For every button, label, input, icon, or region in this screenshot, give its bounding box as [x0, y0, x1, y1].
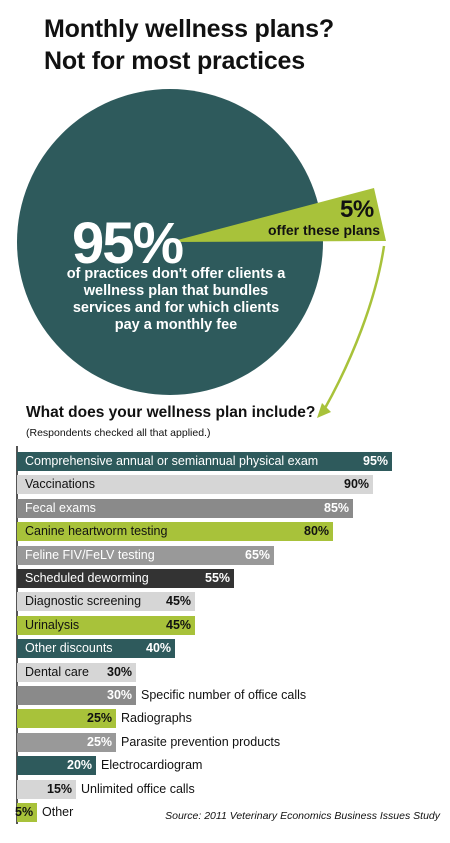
bar-category-label: Fecal exams — [25, 501, 96, 515]
bar-value-label: 20% — [67, 758, 93, 772]
bar — [17, 639, 175, 658]
bar — [17, 522, 333, 541]
bar-value-label: 85% — [324, 501, 350, 515]
bar-category-label: Vaccinations — [25, 477, 95, 491]
bar-value-label: 25% — [87, 711, 113, 725]
bar-category-label: Urinalysis — [25, 618, 80, 632]
bar — [17, 499, 353, 518]
bar — [17, 546, 274, 565]
bar — [17, 475, 373, 494]
bar-category-label: Specific number of office calls — [141, 688, 307, 702]
bar-category-label: Radiographs — [121, 711, 192, 725]
bar-value-label: 95% — [363, 454, 389, 468]
bar-value-label: 15% — [47, 782, 73, 796]
title-line-2: Not for most practices — [44, 47, 305, 75]
bar-value-label: 30% — [107, 688, 133, 702]
pie-big-text: of practices don't offer clients a welln… — [66, 266, 286, 333]
bar-value-label: 80% — [304, 524, 330, 538]
bar-value-label: 30% — [107, 665, 133, 679]
bar-value-label: 90% — [344, 477, 370, 491]
bar-chart-axis — [16, 446, 18, 824]
bar-category-label: Comprehensive annual or semiannual physi… — [25, 454, 319, 468]
bar-value-label: 45% — [166, 618, 192, 632]
bar — [17, 569, 234, 588]
pie-small-value: 5% — [340, 196, 374, 223]
bar — [17, 592, 195, 611]
bar-category-label: Scheduled deworming — [25, 571, 149, 585]
bar-chart-subtitle: (Respondents checked all that applied.) — [26, 427, 211, 439]
bar-chart-title: What does your wellness plan include? — [26, 404, 316, 421]
bar — [17, 803, 37, 822]
title-line-1: Monthly wellness plans? — [44, 15, 334, 43]
bar — [17, 709, 116, 728]
bar — [17, 686, 136, 705]
bar-value-label: 45% — [166, 594, 192, 608]
callout-arrow — [322, 245, 386, 411]
source-note: Source: 2011 Veterinary Economics Busine… — [165, 810, 440, 822]
bar-value-label: 5% — [15, 805, 34, 819]
bar-value-label: 25% — [87, 735, 113, 749]
bar — [17, 733, 116, 752]
bar-category-label: Diagnostic screening — [25, 594, 142, 608]
bar-value-label: 65% — [245, 548, 271, 562]
bar — [17, 452, 392, 471]
bar — [17, 780, 76, 799]
bar-value-label: 55% — [205, 571, 231, 585]
bar-category-label: Other discounts — [25, 641, 113, 655]
bar-value-label: 40% — [146, 641, 172, 655]
pie-big-value: 95% — [72, 211, 184, 276]
pie-small-text: offer these plans — [268, 222, 381, 238]
bar-category-label: Other — [42, 805, 74, 819]
bar-category-label: Feline FIV/FeLV testing — [25, 548, 155, 562]
bar-category-label: Canine heartworm testing — [25, 524, 168, 538]
bar-category-label: Dental care — [25, 665, 89, 679]
bar — [17, 756, 96, 775]
bar-category-label: Electrocardiogram — [101, 758, 203, 772]
bar-category-label: Parasite prevention products — [121, 735, 281, 749]
pie-slice-5 — [170, 188, 386, 242]
bar — [17, 616, 195, 635]
bar — [17, 663, 136, 682]
callout-arrowhead — [317, 403, 331, 418]
bar-category-label: Unlimited office calls — [81, 782, 195, 796]
